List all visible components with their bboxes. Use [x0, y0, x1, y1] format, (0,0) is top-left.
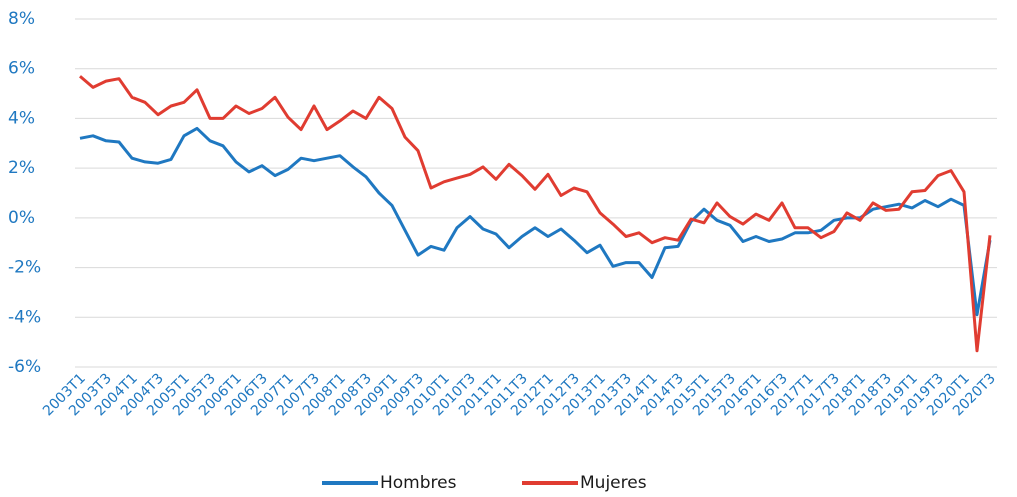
y-tick-label: -6%: [8, 357, 41, 377]
series-line: [79, 126, 992, 317]
y-tick-label: 2%: [8, 158, 35, 178]
y-tick-label: -4%: [8, 307, 41, 327]
y-tick-label: 6%: [8, 59, 35, 79]
y-tick-label: 4%: [8, 108, 35, 128]
legend-label: Mujeres: [580, 473, 647, 493]
legend-label: Hombres: [380, 473, 457, 493]
y-tick-label: 0%: [8, 208, 35, 228]
y-tick-label: -2%: [8, 258, 41, 278]
y-tick-label: 8%: [8, 9, 35, 29]
series-line: [79, 75, 992, 353]
